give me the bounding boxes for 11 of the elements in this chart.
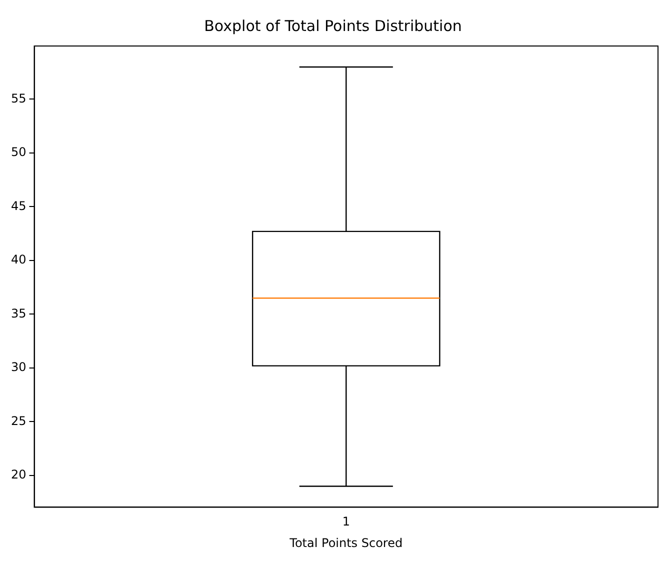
y-tick-label: 55	[10, 91, 26, 106]
y-tick-label: 40	[10, 252, 26, 267]
y-tick-label: 50	[10, 145, 26, 160]
y-tick-label: 35	[10, 306, 26, 320]
y-tick-label: 30	[10, 360, 26, 374]
chart-title: Boxplot of Total Points Distribution	[204, 16, 462, 35]
x-axis-title: Total Points Scored	[288, 536, 403, 550]
y-tick-label: 45	[10, 198, 26, 213]
y-tick-label: 25	[10, 414, 26, 428]
x-tick-label: 1	[342, 514, 350, 529]
y-tick-label: 20	[10, 468, 26, 482]
